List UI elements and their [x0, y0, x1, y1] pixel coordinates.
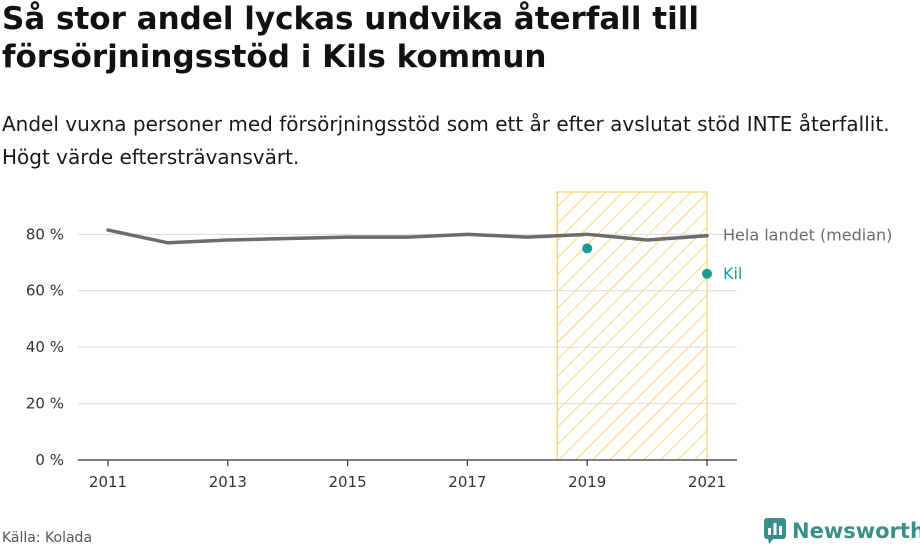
kil-point — [702, 268, 712, 279]
x-tick-label: 2011 — [89, 473, 127, 491]
x-tick-label: 2015 — [329, 473, 367, 491]
bar-chart-speech-bubble-icon — [764, 518, 786, 544]
y-tick-label: 0 % — [35, 451, 64, 469]
x-tick-label: 2017 — [448, 473, 486, 491]
y-tick-label: 60 % — [26, 282, 64, 300]
chart-subtitle: Andel vuxna personer med försörjningsstö… — [2, 112, 890, 169]
y-tick-label: 40 % — [26, 338, 64, 356]
kil-series-label: Kil — [723, 264, 742, 283]
median-line — [106, 228, 709, 245]
x-tick-label: 2019 — [568, 473, 606, 491]
y-tick-label: 20 % — [26, 395, 64, 413]
kil-point — [582, 243, 593, 254]
x-tick-label: 2021 — [688, 473, 726, 491]
y-tick-label: 80 % — [26, 225, 64, 243]
chart-title: Så stor andel lyckas undvika återfall ti… — [2, 1, 699, 75]
source-note: Källa: Kolada — [2, 530, 93, 546]
highlight-period — [556, 191, 708, 461]
brand-name: Newsworthy — [792, 519, 920, 543]
newsworthy-logo: Newsworthy — [764, 518, 920, 544]
median-series-label: Hela landet (median) — [723, 226, 892, 245]
x-tick-label: 2013 — [209, 473, 247, 491]
